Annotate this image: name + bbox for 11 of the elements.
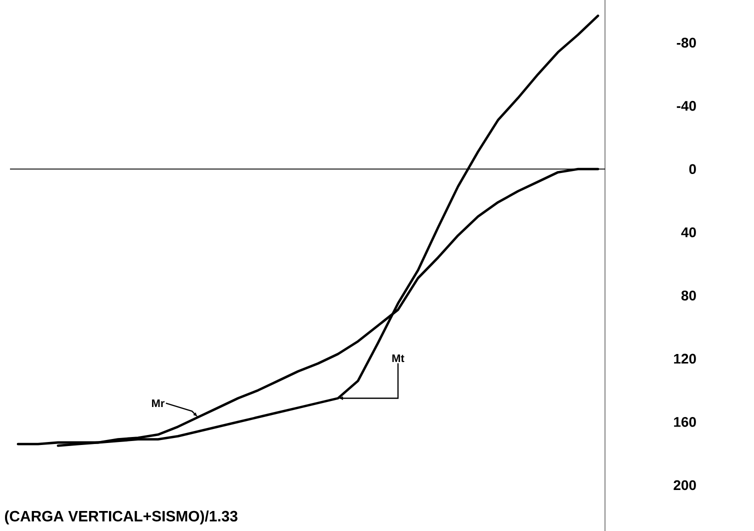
y-tick-label: 200 <box>674 480 696 490</box>
y-tick-label: 0 <box>689 164 696 174</box>
y-tick-label: 120 <box>674 354 696 364</box>
y-tick-label: -40 <box>676 100 696 111</box>
y-tick-label: 80 <box>681 290 696 300</box>
legend-label: Mr <box>152 399 165 407</box>
y-tick-label: 160 <box>674 417 696 427</box>
y-tick-label: 40 <box>681 227 696 238</box>
y-tick-label: -80 <box>676 38 696 48</box>
annotation: (CARGA VERTICAL+SISMO)/1.33 <box>5 510 238 524</box>
series-label: Mt <box>392 354 404 362</box>
